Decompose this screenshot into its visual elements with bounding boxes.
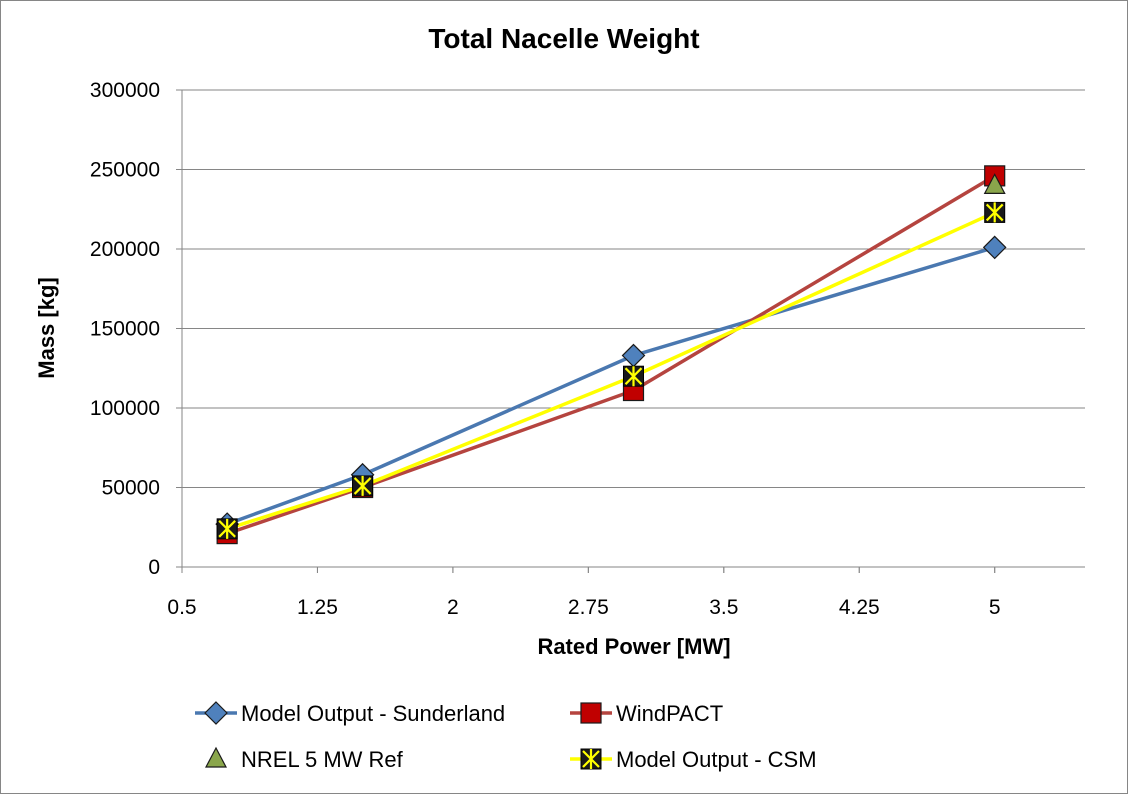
y-tick-label: 100000 <box>90 397 160 420</box>
x-tick-label: 1.25 <box>297 596 338 619</box>
legend-marker <box>205 746 227 768</box>
legend-entry: NREL 5 MW Ref <box>205 746 404 772</box>
data-point-series-0 <box>621 343 646 368</box>
legend-marker <box>580 748 602 770</box>
y-axis-title: Mass [kg] <box>34 277 59 378</box>
data-point-series-3 <box>984 201 1006 223</box>
legend-label: Model Output - CSM <box>616 747 817 772</box>
chart-title: Total Nacelle Weight <box>428 23 699 54</box>
diamond-marker-shape <box>982 235 1007 260</box>
diamond-marker-shape <box>621 343 646 368</box>
legend-entry: WindPACT <box>570 701 723 726</box>
x-tick-label: 5 <box>989 596 1001 619</box>
legend: Model Output - Sunderland WindPACT NREL 5 … <box>195 701 817 772</box>
y-tick-label: 0 <box>148 556 160 579</box>
x-axis-title: Rated Power [MW] <box>537 634 730 659</box>
triangle-marker-shape <box>983 173 1006 194</box>
y-tick-label: 50000 <box>102 477 160 500</box>
x-tick-label: 3.5 <box>709 596 738 619</box>
legend-entry: Model Output - CSM <box>570 747 817 772</box>
x-tick-label: 4.25 <box>839 596 880 619</box>
x-tick-label: 2.75 <box>568 596 609 619</box>
legend-marker <box>580 702 602 724</box>
square-marker-shape <box>580 702 602 724</box>
series-line-0 <box>225 245 997 526</box>
legend-label: NREL 5 MW Ref <box>241 747 404 772</box>
series-line-1 <box>225 174 997 536</box>
data-point-series-3 <box>623 365 644 387</box>
data-point-series-0 <box>982 235 1007 260</box>
x-tick-label: 2 <box>447 596 459 619</box>
y-tick-label: 200000 <box>90 238 160 261</box>
y-tick-label: 150000 <box>90 318 160 341</box>
x-square-marker-cross <box>624 366 643 387</box>
legend-label: Model Output - Sunderland <box>241 701 505 726</box>
legend-marker <box>204 701 228 725</box>
x-square-marker-cross <box>985 202 1004 223</box>
x-tick-label: 0.5 <box>167 596 196 619</box>
y-tick-label: 300000 <box>90 79 160 102</box>
y-tick-label: 250000 <box>90 159 160 182</box>
series-line-3 <box>225 210 997 531</box>
grid-layer <box>182 89 1085 488</box>
axis-layer: 0 50000 100000 150000 200000 250000 300000 0.5 1… <box>90 79 1085 619</box>
series-layer <box>215 165 1007 545</box>
data-point-series-3 <box>352 475 374 497</box>
legend-entry: Model Output - Sunderland <box>195 701 505 726</box>
data-point-series-2 <box>983 173 1006 194</box>
legend-label: WindPACT <box>616 701 723 726</box>
diamond-marker-shape <box>204 701 228 725</box>
triangle-marker-shape <box>205 746 227 768</box>
x-square-marker-cross <box>582 749 600 769</box>
x-square-marker-cross <box>218 518 236 539</box>
x-square-marker-cross <box>353 475 372 496</box>
data-point-series-3 <box>216 518 238 540</box>
